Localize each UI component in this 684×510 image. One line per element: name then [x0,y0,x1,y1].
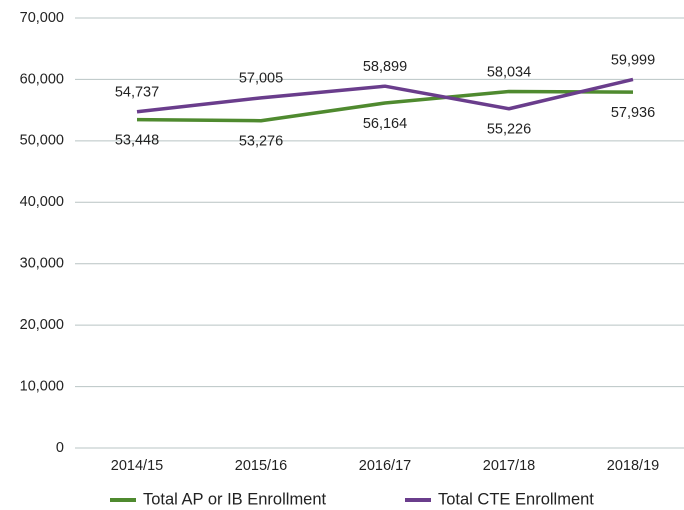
y-tick-label: 20,000 [20,317,64,333]
y-tick-label: 70,000 [20,10,64,26]
data-label: 53,276 [239,134,283,150]
x-tick-label: 2018/19 [607,458,659,474]
data-label: 57,005 [239,71,283,87]
y-tick-label: 60,000 [20,71,64,87]
data-label: 54,737 [115,85,159,101]
series-line [136,89,634,123]
y-tick-label: 10,000 [20,378,64,394]
data-label: 58,899 [363,59,407,75]
x-tick-label: 2014/15 [111,458,163,474]
legend-label: Total AP or IB Enrollment [143,490,327,508]
y-tick-label: 0 [56,440,64,456]
data-label: 58,034 [487,64,531,80]
x-tick-label: 2017/18 [483,458,535,474]
x-tick-label: 2015/16 [235,458,287,474]
series-line [136,77,634,114]
y-tick-label: 40,000 [20,194,64,210]
y-tick-label: 30,000 [20,256,64,272]
data-label: 57,936 [611,105,655,121]
x-tick-label: 2016/17 [359,458,411,474]
data-label: 53,448 [115,133,159,149]
data-label: 56,164 [363,116,407,132]
data-label: 55,226 [487,122,531,138]
data-label: 59,999 [611,52,655,68]
legend-label: Total CTE Enrollment [438,490,594,508]
y-tick-label: 50,000 [20,133,64,149]
